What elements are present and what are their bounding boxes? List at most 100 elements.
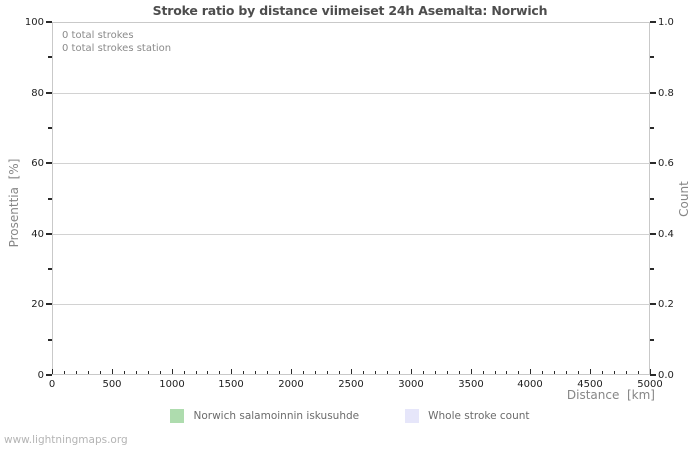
legend-item: Norwich salamoinnin iskusuhde bbox=[170, 409, 359, 423]
x-minor-tick bbox=[327, 371, 328, 374]
legend-label: Norwich salamoinnin iskusuhde bbox=[193, 410, 360, 422]
x-minor-tick bbox=[435, 371, 436, 374]
y-right-major-tick bbox=[650, 233, 656, 235]
x-minor-tick bbox=[160, 371, 161, 374]
y-right-tick-label: 0.0 bbox=[658, 370, 674, 381]
x-tick-label: 3000 bbox=[398, 379, 424, 390]
x-major-tick bbox=[530, 369, 531, 374]
x-major-tick bbox=[231, 369, 232, 374]
x-tick-label: 500 bbox=[102, 379, 122, 390]
y-right-major-tick bbox=[650, 303, 656, 305]
x-minor-tick bbox=[219, 371, 220, 374]
legend-item: Whole stroke count bbox=[405, 409, 530, 423]
y-right-tick-label: 0.4 bbox=[658, 229, 674, 240]
y-right-minor-tick bbox=[650, 127, 654, 129]
legend-swatch-icon bbox=[170, 409, 185, 423]
x-minor-tick bbox=[554, 371, 555, 374]
y-left-tick-label: 100 bbox=[24, 17, 44, 28]
x-tick-label: 5000 bbox=[637, 379, 663, 390]
y-left-major-tick bbox=[46, 374, 52, 376]
x-minor-tick bbox=[339, 371, 340, 374]
x-axis-label: Distance [km] bbox=[566, 388, 655, 402]
x-minor-tick bbox=[76, 371, 77, 374]
chart-title: Stroke ratio by distance viimeiset 24h A… bbox=[152, 3, 548, 18]
x-minor-tick bbox=[279, 371, 280, 374]
x-minor-tick bbox=[207, 371, 208, 374]
x-minor-tick bbox=[148, 371, 149, 374]
x-minor-tick bbox=[88, 371, 89, 374]
x-major-tick bbox=[291, 369, 292, 374]
x-minor-tick bbox=[255, 371, 256, 374]
x-minor-tick bbox=[315, 371, 316, 374]
x-minor-tick bbox=[196, 371, 197, 374]
x-tick-label: 3500 bbox=[458, 379, 484, 390]
y-left-tick-label: 60 bbox=[31, 158, 44, 169]
x-minor-tick bbox=[387, 371, 388, 374]
y-left-minor-tick bbox=[48, 127, 52, 129]
x-minor-tick bbox=[423, 371, 424, 374]
y-right-tick-label: 0.6 bbox=[658, 158, 674, 169]
x-tick-label: 2500 bbox=[338, 379, 364, 390]
x-major-tick bbox=[650, 369, 651, 374]
x-major-tick bbox=[172, 369, 173, 374]
x-minor-tick bbox=[399, 371, 400, 374]
y-left-minor-tick bbox=[48, 339, 52, 341]
x-major-tick bbox=[411, 369, 412, 374]
x-minor-tick bbox=[303, 371, 304, 374]
x-major-tick bbox=[471, 369, 472, 374]
legend-label: Whole stroke count bbox=[428, 410, 530, 422]
gridline bbox=[52, 234, 650, 235]
x-minor-tick bbox=[363, 371, 364, 374]
annotation-total-strokes: 0 total strokes 0 total strokes station bbox=[62, 29, 171, 55]
annotation-line-2: 0 total strokes station bbox=[62, 43, 172, 54]
x-major-tick bbox=[52, 369, 53, 374]
y-right-major-tick bbox=[650, 374, 656, 376]
y-left-tick-label: 20 bbox=[31, 299, 44, 310]
x-minor-tick bbox=[100, 371, 101, 374]
y-right-minor-tick bbox=[650, 198, 654, 200]
x-minor-tick bbox=[243, 371, 244, 374]
gridline bbox=[52, 163, 650, 164]
y-left-tick-label: 80 bbox=[31, 88, 44, 99]
x-minor-tick bbox=[542, 371, 543, 374]
y-right-major-tick bbox=[650, 21, 656, 23]
y-right-minor-tick bbox=[650, 268, 654, 270]
x-minor-tick bbox=[447, 371, 448, 374]
watermark: www.lightningmaps.org bbox=[4, 434, 128, 446]
x-minor-tick bbox=[124, 371, 125, 374]
x-minor-tick bbox=[614, 371, 615, 374]
y-left-minor-tick bbox=[48, 268, 52, 270]
y-left-tick-label: 40 bbox=[31, 229, 44, 240]
x-major-tick bbox=[590, 369, 591, 374]
x-major-tick bbox=[112, 369, 113, 374]
x-tick-label: 1500 bbox=[218, 379, 244, 390]
x-minor-tick bbox=[518, 371, 519, 374]
x-minor-tick bbox=[566, 371, 567, 374]
x-tick-label: 1000 bbox=[159, 379, 185, 390]
gridline bbox=[52, 304, 650, 305]
x-minor-tick bbox=[602, 371, 603, 374]
y-left-major-tick bbox=[46, 303, 52, 305]
y-left-major-tick bbox=[46, 233, 52, 235]
y-right-minor-tick bbox=[650, 339, 654, 341]
legend: Norwich salamoinnin iskusuhde Whole strok… bbox=[0, 409, 700, 423]
gridline bbox=[52, 93, 650, 94]
x-minor-tick bbox=[459, 371, 460, 374]
x-minor-tick bbox=[506, 371, 507, 374]
y-left-minor-tick bbox=[48, 56, 52, 58]
y-right-tick-label: 0.2 bbox=[658, 299, 674, 310]
annotation-line-1: 0 total strokes bbox=[62, 30, 134, 41]
y-left-tick-label: 0 bbox=[37, 370, 44, 381]
x-minor-tick bbox=[136, 371, 137, 374]
x-minor-tick bbox=[267, 371, 268, 374]
y-right-tick-label: 0.8 bbox=[658, 88, 674, 99]
y-left-major-tick bbox=[46, 92, 52, 94]
y-left-major-tick bbox=[46, 162, 52, 164]
x-minor-tick bbox=[375, 371, 376, 374]
x-tick-label: 0 bbox=[48, 379, 56, 390]
x-minor-tick bbox=[64, 371, 65, 374]
x-tick-label: 2000 bbox=[278, 379, 304, 390]
plot-area bbox=[52, 22, 650, 375]
x-minor-tick bbox=[626, 371, 627, 374]
